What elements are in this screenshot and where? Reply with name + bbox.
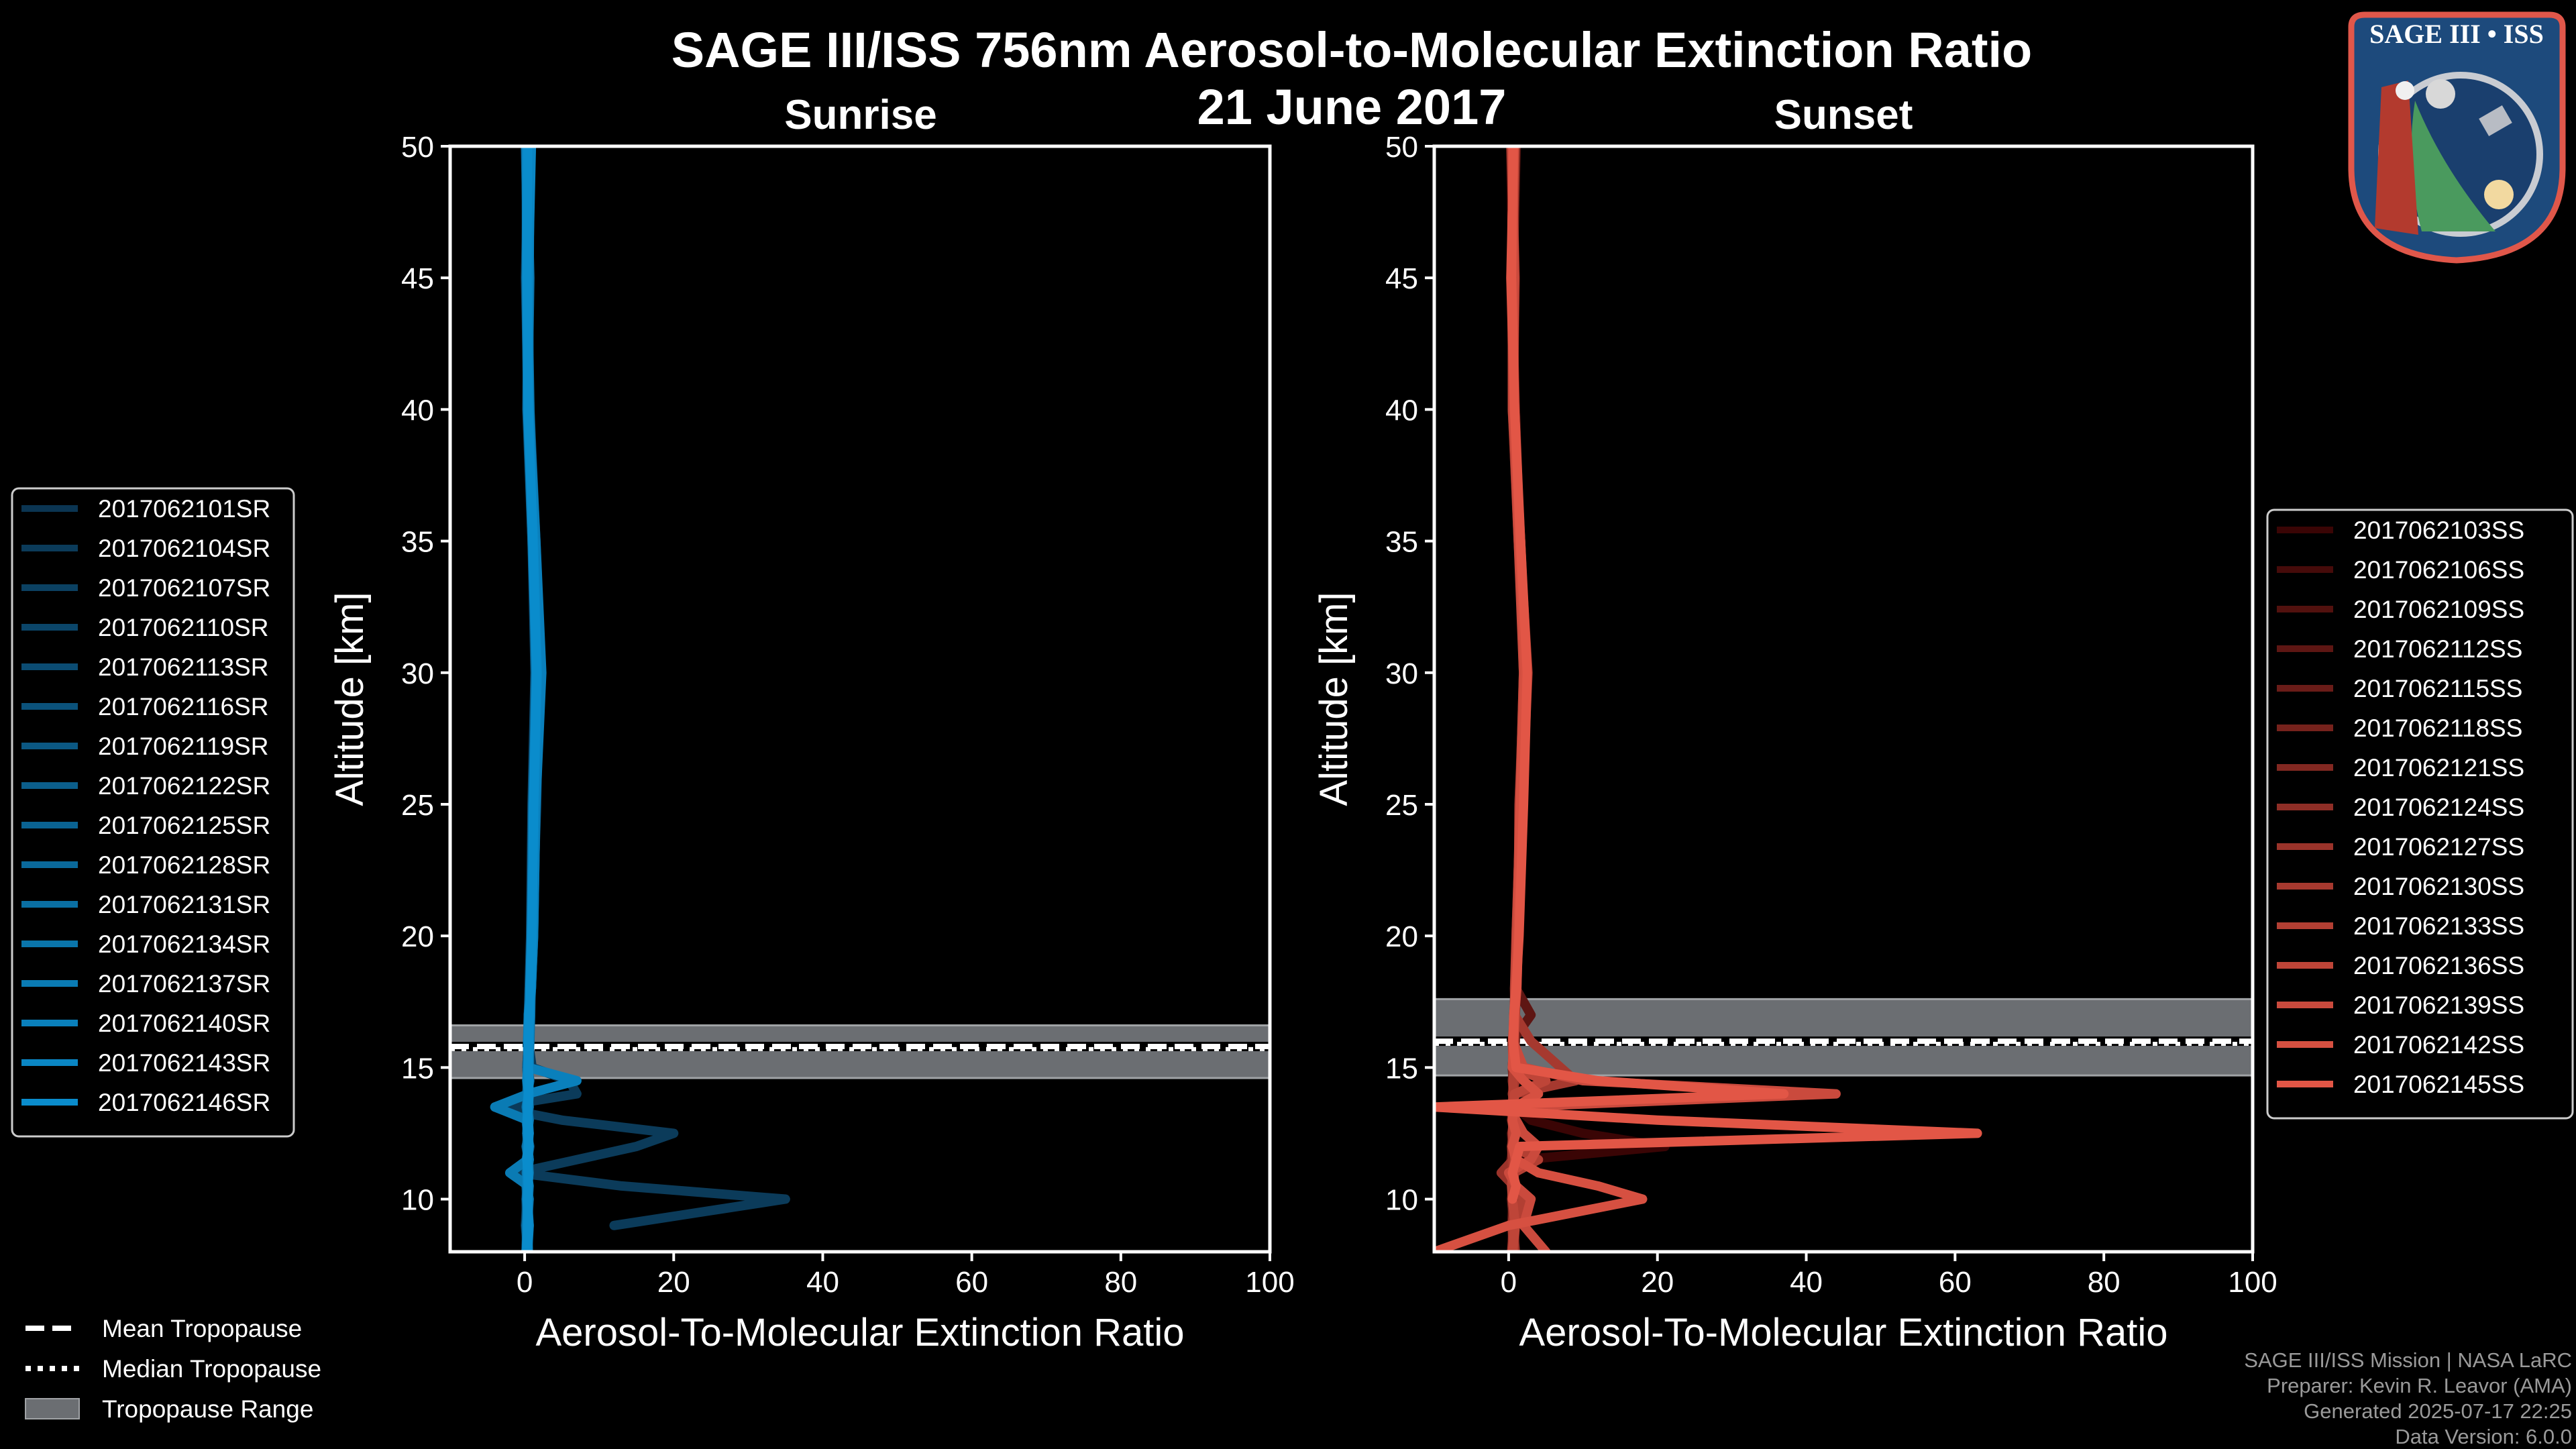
y-tick-label: 25: [1385, 789, 1418, 822]
legend-label: 2017062130SS: [2353, 873, 2524, 900]
x-tick-label: 80: [1104, 1266, 1137, 1299]
sunrise-legend: 2017062101SR 2017062104SR 2017062107SR 2017…: [11, 487, 295, 1138]
x-tick-label: 40: [806, 1266, 839, 1299]
legend-label: 2017062139SS: [2353, 991, 2524, 1019]
x-tick-label: 40: [1790, 1266, 1823, 1299]
sage-iii-iss-logo: SAGE III • ISS: [2348, 11, 2566, 264]
y-tick-label: 40: [401, 394, 434, 427]
legend-label: 2017062110SR: [98, 614, 268, 641]
footer-generated: Generated 2025-07-17 22:25: [2304, 1399, 2572, 1423]
legend-label: 2017062119SR: [98, 733, 268, 760]
legend-label: 2017062142SS: [2353, 1031, 2524, 1059]
legend-label: 2017062125SR: [98, 812, 270, 839]
tropopause-range-label: Tropopause Range: [102, 1395, 313, 1423]
tropopause-range-band: [450, 1025, 1270, 1079]
legend-label: 2017062116SR: [98, 693, 268, 720]
figure-title: SAGE III/ISS 756nm Aerosol-to-Molecular …: [672, 22, 2033, 78]
x-tick-label: 20: [1641, 1266, 1674, 1299]
legend-label: 2017062104SR: [98, 535, 270, 562]
plot-frame: [1432, 144, 2255, 1254]
legend-label: 2017062101SR: [98, 495, 270, 523]
y-tick-label: 20: [401, 920, 434, 953]
x-tick-label: 60: [1939, 1266, 1972, 1299]
x-axis-label: Aerosol-To-Molecular Extinction Ratio: [535, 1311, 1184, 1354]
legend-label: 2017062143SR: [98, 1049, 270, 1077]
y-tick-label: 30: [1385, 657, 1418, 690]
y-tick-label: 35: [1385, 526, 1418, 559]
plot-frame: [448, 144, 1272, 1254]
legend-label: 2017062115SS: [2353, 675, 2522, 702]
y-tick-label: 25: [401, 789, 434, 822]
sunrise-plot: 0 20 40 60 80 100 10 15 20 25 30 35 40 45 50 Aerosol-To…: [328, 131, 1295, 1354]
x-axis-label: Aerosol-To-Molecular Extinction Ratio: [1519, 1311, 2167, 1354]
legend-label: 2017062128SR: [98, 851, 270, 879]
legend-label: 2017062137SR: [98, 970, 270, 998]
legend-label: 2017062127SS: [2353, 833, 2524, 861]
legend-label: 2017062103SS: [2353, 517, 2524, 544]
y-tick-label: 10: [1385, 1184, 1418, 1217]
x-tick-label: 100: [1245, 1266, 1294, 1299]
legend-label: 2017062118SS: [2353, 714, 2522, 742]
y-axis-label: Altitude [km]: [1312, 592, 1356, 806]
legend-label: 2017062112SS: [2353, 635, 2522, 663]
legend-label: 2017062109SS: [2353, 596, 2524, 623]
legend-label: 2017062140SR: [98, 1010, 270, 1037]
series-group: [490, 146, 790, 1252]
sunset-legend: 2017062103SS 2017062106SS 2017062109SS 2017…: [2266, 508, 2574, 1120]
x-tick-label: 80: [2088, 1266, 2121, 1299]
series-group: [1434, 146, 1982, 1252]
footer-preparer: Preparer: Kevin R. Leavor (AMA): [2267, 1374, 2572, 1397]
y-tick-label: 20: [1385, 920, 1418, 953]
tropopause-range-swatch: [25, 1398, 80, 1419]
figure-date: 21 June 2017: [1197, 79, 1507, 135]
x-tick-label: 0: [517, 1266, 533, 1299]
tropopause-legend: Mean Tropopause Median Tropopause Tropop…: [25, 1315, 321, 1423]
legend-label: 2017062113SR: [98, 653, 268, 681]
profile-line-2017062145SS: [1434, 146, 1982, 1204]
legend-box: [2266, 508, 2574, 1120]
legend-label: 2017062107SR: [98, 574, 270, 602]
legend-label: 2017062146SR: [98, 1089, 270, 1116]
sunrise-title: Sunrise: [784, 92, 936, 138]
legend-label: 2017062106SS: [2353, 556, 2524, 584]
y-tick-label: 45: [401, 262, 434, 295]
profile-line-2017062146SR: [522, 146, 541, 1252]
y-tick-label: 45: [1385, 262, 1418, 295]
y-tick-label: 15: [401, 1052, 434, 1085]
legend-label: 2017062136SS: [2353, 952, 2524, 979]
sunset-plot: 0 20 40 60 80 100 10 15 20 25 30 35 40 45 50 Aerosol-To…: [1312, 131, 2277, 1354]
legend-label: 2017062145SS: [2353, 1071, 2524, 1098]
y-tick-label: 40: [1385, 394, 1418, 427]
legend-label: 2017062133SS: [2353, 912, 2524, 940]
x-tick-label: 100: [2228, 1266, 2277, 1299]
legend-box: [11, 487, 295, 1138]
x-tick-label: 20: [657, 1266, 690, 1299]
y-tick-label: 50: [401, 131, 434, 164]
x-tick-label: 0: [1501, 1266, 1517, 1299]
mean-tropopause-label: Mean Tropopause: [102, 1315, 302, 1342]
y-tick-label: 50: [1385, 131, 1418, 164]
footer-version: Data Version: 6.0.0: [2395, 1425, 2572, 1448]
x-tick-label: 60: [955, 1266, 988, 1299]
footer-credits: SAGE III/ISS Mission | NASA LaRC Prepare…: [2244, 1348, 2572, 1448]
legend-label: 2017062134SR: [98, 930, 270, 958]
logo-title: SAGE III • ISS: [2369, 19, 2544, 49]
legend-label: 2017062122SR: [98, 772, 270, 800]
y-axis-label: Altitude [km]: [328, 592, 372, 806]
legend-label: 2017062131SR: [98, 891, 270, 918]
y-tick-label: 10: [401, 1184, 434, 1217]
legend-label: 2017062124SS: [2353, 794, 2524, 821]
median-tropopause-label: Median Tropopause: [102, 1355, 321, 1383]
legend-label: 2017062121SS: [2353, 754, 2524, 782]
y-tick-label: 15: [1385, 1052, 1418, 1085]
sunset-title: Sunset: [1774, 92, 1913, 138]
footer-mission: SAGE III/ISS Mission | NASA LaRC: [2244, 1348, 2572, 1372]
y-tick-label: 30: [401, 657, 434, 690]
y-tick-label: 35: [401, 526, 434, 559]
